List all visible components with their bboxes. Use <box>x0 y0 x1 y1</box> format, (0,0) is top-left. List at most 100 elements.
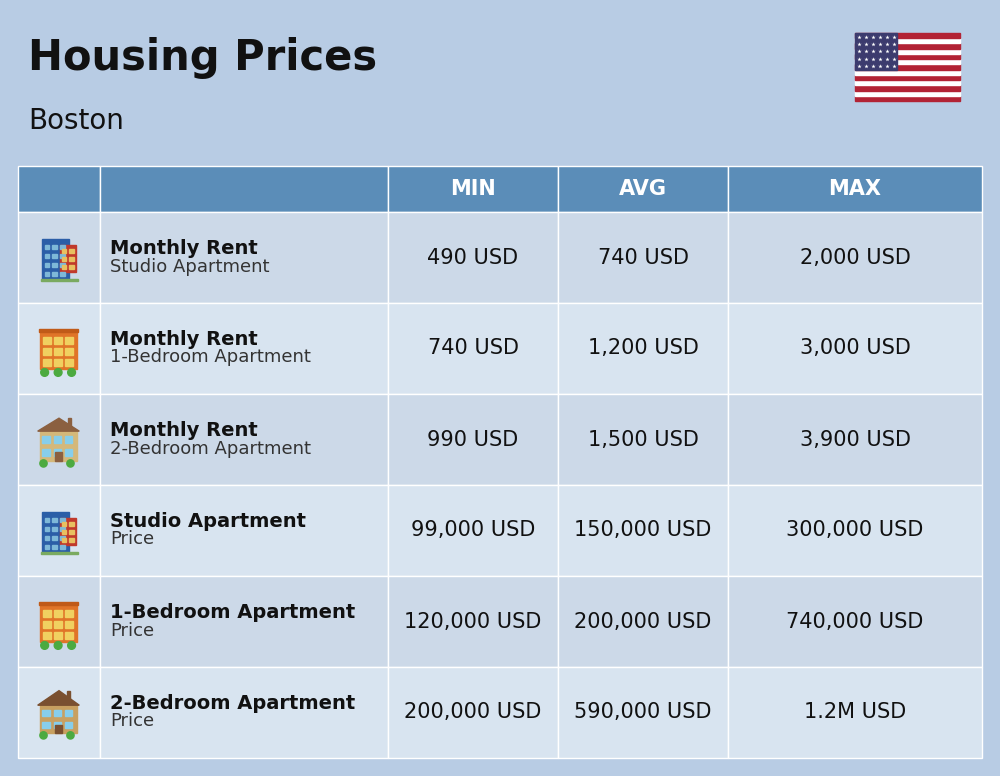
Text: 1,200 USD: 1,200 USD <box>588 338 698 359</box>
Bar <box>52 255 57 258</box>
Bar <box>52 545 57 549</box>
Bar <box>52 245 57 249</box>
Bar <box>65 622 73 628</box>
Bar <box>728 212 982 303</box>
Bar <box>62 530 66 534</box>
Text: 590,000 USD: 590,000 USD <box>574 702 712 722</box>
Bar <box>855 54 960 59</box>
Bar <box>855 85 960 91</box>
Bar <box>65 348 73 355</box>
Bar <box>100 576 388 667</box>
Bar <box>42 512 69 553</box>
Bar <box>60 527 65 532</box>
Bar <box>40 705 77 733</box>
Bar <box>855 70 960 74</box>
Bar <box>388 485 558 576</box>
Bar <box>42 436 50 443</box>
Bar <box>855 38 960 43</box>
Bar <box>54 436 61 443</box>
Bar <box>40 431 77 462</box>
Bar <box>100 485 388 576</box>
Text: Price: Price <box>110 531 154 549</box>
Polygon shape <box>38 691 79 705</box>
Text: MAX: MAX <box>828 179 882 199</box>
Text: 1-Bedroom Apartment: 1-Bedroom Apartment <box>110 348 311 366</box>
Text: Studio Apartment: Studio Apartment <box>110 258 270 275</box>
Text: Monthly Rent: Monthly Rent <box>110 421 258 440</box>
Bar <box>42 722 50 728</box>
Bar <box>43 338 51 344</box>
Bar <box>54 710 61 716</box>
Bar <box>855 33 960 38</box>
Bar <box>855 91 960 95</box>
Circle shape <box>41 369 49 376</box>
Bar <box>69 265 74 268</box>
Bar <box>69 538 74 542</box>
Circle shape <box>68 642 75 650</box>
Circle shape <box>67 732 74 739</box>
Bar <box>60 536 65 540</box>
Text: 150,000 USD: 150,000 USD <box>574 521 712 541</box>
Bar <box>855 43 960 49</box>
Bar <box>100 394 388 485</box>
Bar <box>558 394 728 485</box>
Bar <box>43 359 51 365</box>
Bar <box>18 667 100 758</box>
Bar <box>67 691 70 701</box>
Text: 200,000 USD: 200,000 USD <box>574 611 712 632</box>
Bar <box>54 348 62 355</box>
Bar <box>69 248 74 253</box>
Bar <box>54 449 61 456</box>
Bar <box>45 527 49 532</box>
Bar <box>855 59 960 64</box>
Text: 990 USD: 990 USD <box>427 429 519 449</box>
Bar <box>855 33 897 70</box>
Bar <box>43 348 51 355</box>
Bar <box>388 212 558 303</box>
Bar <box>18 394 100 485</box>
Bar <box>728 576 982 667</box>
Bar <box>45 545 49 549</box>
Bar <box>45 255 49 258</box>
Bar <box>388 166 558 212</box>
Bar <box>52 536 57 540</box>
Bar <box>60 263 65 267</box>
Bar <box>558 212 728 303</box>
Bar <box>45 245 49 249</box>
Text: 740 USD: 740 USD <box>428 338 518 359</box>
Bar <box>855 80 960 85</box>
Bar <box>65 722 72 728</box>
Text: 3,000 USD: 3,000 USD <box>800 338 910 359</box>
Bar <box>52 527 57 532</box>
Bar <box>728 667 982 758</box>
Bar <box>42 710 50 716</box>
Bar <box>68 417 71 427</box>
Text: 300,000 USD: 300,000 USD <box>786 521 924 541</box>
Text: 200,000 USD: 200,000 USD <box>404 702 542 722</box>
Bar <box>45 518 49 522</box>
Bar <box>728 485 982 576</box>
Bar <box>60 518 65 522</box>
Bar <box>728 166 982 212</box>
Bar <box>54 632 62 639</box>
Bar <box>558 166 728 212</box>
Bar <box>855 95 960 101</box>
Bar <box>18 576 100 667</box>
Bar <box>62 538 66 542</box>
Bar <box>60 244 76 272</box>
Text: 740 USD: 740 USD <box>598 248 688 268</box>
Text: Price: Price <box>110 622 154 639</box>
Bar <box>100 212 388 303</box>
Bar <box>41 279 78 282</box>
Circle shape <box>68 369 75 376</box>
Text: 2-Bedroom Apartment: 2-Bedroom Apartment <box>110 439 311 458</box>
Text: 1-Bedroom Apartment: 1-Bedroom Apartment <box>110 603 355 622</box>
Bar <box>558 667 728 758</box>
Circle shape <box>40 732 47 739</box>
Bar <box>41 553 78 554</box>
Circle shape <box>41 642 49 650</box>
Text: 3,900 USD: 3,900 USD <box>800 429 910 449</box>
Text: 1.2M USD: 1.2M USD <box>804 702 906 722</box>
Bar <box>558 576 728 667</box>
Bar <box>62 265 66 268</box>
